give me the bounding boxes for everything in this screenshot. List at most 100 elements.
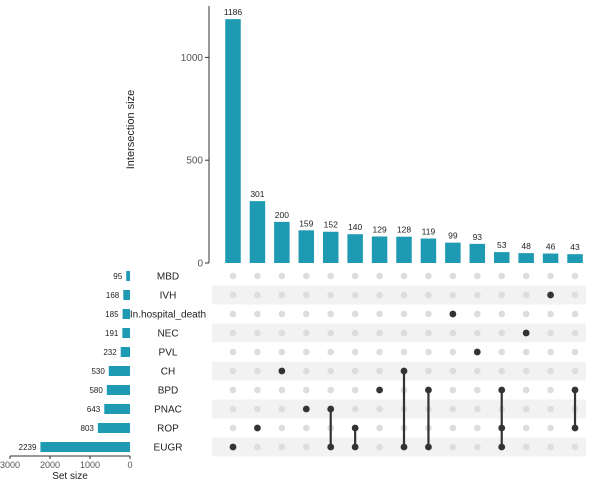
- matrix-dot-inactive: [449, 329, 457, 337]
- matrix-dot-inactive: [376, 329, 383, 337]
- set-name-label: PNAC: [154, 405, 182, 416]
- matrix-dot-inactive: [254, 386, 261, 394]
- intersection-axis-tick-label: 1000: [181, 53, 204, 64]
- intersection-bar: [518, 253, 534, 263]
- matrix-dot-inactive: [278, 424, 286, 432]
- intersection-bar-label: 128: [397, 225, 411, 235]
- matrix-dot-inactive: [400, 310, 408, 318]
- intersection-axis: 0 500 1000 Intersection size: [125, 6, 210, 270]
- matrix-dot-inactive: [302, 291, 310, 299]
- set-name-label: PVL: [159, 348, 178, 359]
- intersection-axis-tick-label: 500: [186, 156, 203, 167]
- matrix-dot-inactive: [327, 329, 335, 337]
- matrix-dot-inactive: [571, 310, 579, 318]
- matrix-dot-active: [571, 386, 579, 394]
- matrix-dot-inactive: [474, 291, 481, 299]
- matrix-dot-inactive: [351, 348, 359, 356]
- matrix-dot-active: [425, 443, 432, 451]
- set-name-label: EUGR: [154, 443, 183, 454]
- matrix-dot-inactive: [351, 405, 359, 413]
- intersection-bar: [396, 236, 412, 263]
- set-size-value-label: 643: [87, 405, 101, 414]
- set-size-bars: [40, 271, 130, 452]
- matrix-dot-inactive: [449, 424, 457, 432]
- matrix-dot-inactive: [522, 310, 530, 318]
- matrix-dot-active: [376, 386, 383, 394]
- matrix-dot-inactive: [522, 443, 530, 451]
- matrix-dot-inactive: [229, 291, 237, 299]
- matrix-dot-inactive: [498, 272, 506, 280]
- matrix-dot-inactive: [400, 329, 408, 337]
- matrix-dot-inactive: [327, 386, 335, 394]
- matrix-active-dots: [229, 291, 579, 451]
- matrix-dot-inactive: [302, 386, 310, 394]
- intersection-bar: [274, 221, 290, 263]
- matrix-dot-inactive: [302, 348, 310, 356]
- matrix-dot-inactive: [229, 386, 237, 394]
- intersection-bar: [249, 201, 266, 263]
- matrix-dot-inactive: [400, 348, 408, 356]
- matrix-dot-active: [229, 443, 237, 451]
- matrix-dot-inactive: [327, 348, 335, 356]
- matrix-dot-inactive: [229, 367, 237, 375]
- intersection-bar-label: 140: [348, 222, 362, 232]
- set-size-bar: [97, 423, 130, 433]
- matrix-dot-inactive: [278, 443, 286, 451]
- matrix-dot-inactive: [547, 329, 554, 337]
- matrix-dot-active: [571, 424, 579, 432]
- set-size-value-label: 191: [105, 329, 119, 338]
- matrix-dot-inactive: [449, 272, 457, 280]
- matrix-dot-inactive: [474, 329, 481, 337]
- matrix-dot-active: [302, 405, 310, 413]
- matrix-dot-active: [327, 405, 335, 413]
- matrix-dot-active: [278, 367, 286, 375]
- matrix-dot-inactive: [474, 310, 481, 318]
- matrix-stripes: [212, 285, 586, 457]
- matrix-dot-inactive: [302, 329, 310, 337]
- matrix-dot-inactive: [376, 348, 383, 356]
- matrix-dot-inactive: [474, 424, 481, 432]
- matrix-dot-inactive: [278, 405, 286, 413]
- intersection-axis-label: Intersection size: [125, 90, 137, 169]
- matrix-dot-inactive: [351, 386, 359, 394]
- matrix-dot-inactive: [449, 348, 457, 356]
- matrix-dot-inactive: [229, 405, 237, 413]
- set-size-value-label: 2239: [19, 443, 37, 452]
- set-name-label: BPD: [158, 386, 179, 397]
- set-size-value-label: 185: [105, 310, 119, 319]
- matrix-dot-inactive: [278, 348, 286, 356]
- matrix-dot-inactive: [547, 424, 554, 432]
- set-name-label: NEC: [157, 329, 178, 340]
- matrix-dot-inactive: [449, 443, 457, 451]
- matrix-dot-inactive: [302, 272, 310, 280]
- matrix-dot-inactive: [400, 272, 408, 280]
- matrix-dot-inactive: [376, 291, 383, 299]
- matrix-dot-inactive: [498, 348, 506, 356]
- intersection-bar: [445, 242, 461, 263]
- set-size-bar: [122, 309, 130, 319]
- matrix-dot-inactive: [522, 424, 530, 432]
- matrix-dot-inactive: [254, 272, 261, 280]
- matrix-dot-active: [449, 310, 457, 318]
- matrix-dot-inactive: [474, 443, 481, 451]
- matrix-dot-inactive: [376, 310, 383, 318]
- set-size-bar: [106, 385, 130, 395]
- matrix-dot-inactive: [474, 272, 481, 280]
- intersection-axis-tick-label: 0: [197, 259, 203, 270]
- matrix-dot-inactive: [474, 367, 481, 375]
- matrix-dot-inactive: [254, 291, 261, 299]
- matrix-dot-inactive: [351, 329, 359, 337]
- intersection-bar-label: 48: [521, 241, 531, 251]
- matrix-dot-inactive: [302, 310, 310, 318]
- set-name-label: In.hospital_death: [130, 310, 206, 321]
- matrix-dot-inactive: [425, 310, 432, 318]
- matrix-dot-active: [498, 424, 506, 432]
- matrix-dot-inactive: [522, 386, 530, 394]
- intersection-bar-label: 99: [448, 231, 458, 241]
- matrix-stripe: [212, 323, 586, 343]
- set-size-value-label: 580: [89, 386, 103, 395]
- matrix-dot-inactive: [571, 367, 579, 375]
- matrix-dot-inactive: [571, 348, 579, 356]
- matrix-dot-inactive: [498, 329, 506, 337]
